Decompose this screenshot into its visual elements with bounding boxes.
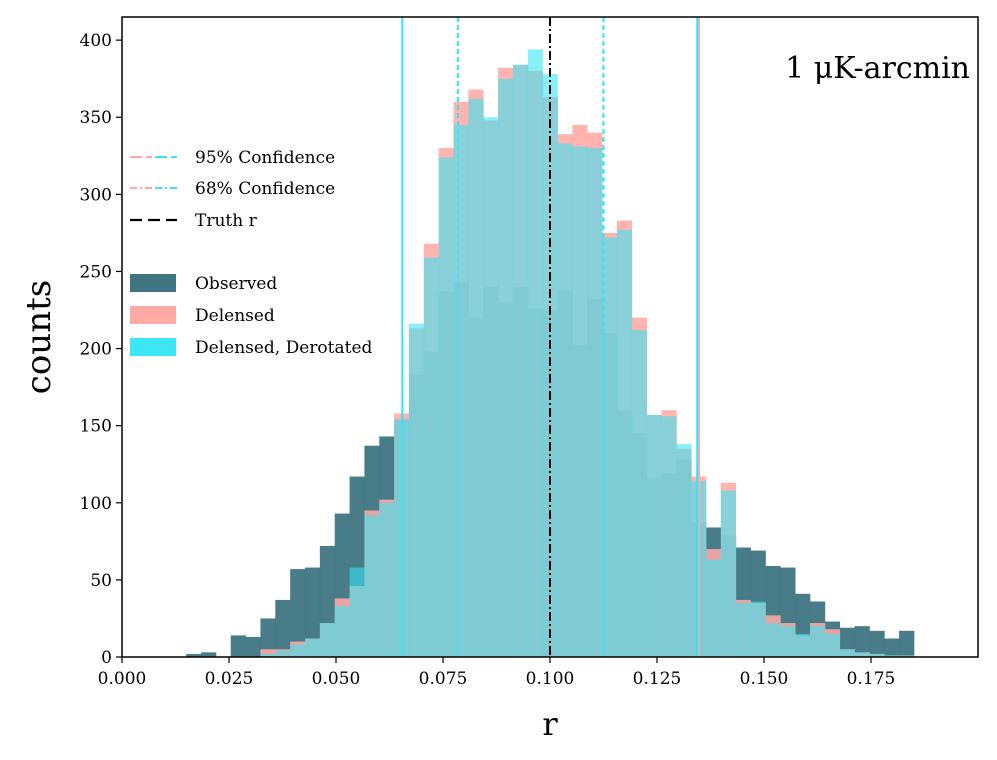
- y-tick-label: 50: [90, 571, 112, 591]
- legend: 95% Confidence 68% Confidence Truth r Obser…: [130, 148, 373, 358]
- delensed-derotated-bar: [869, 653, 885, 657]
- delensed-derotated-bar: [884, 655, 900, 657]
- observed-bar: [899, 630, 915, 657]
- observed-bar: [230, 635, 247, 657]
- delensed-derotated-bar: [483, 117, 499, 657]
- x-tick-label: 0.025: [205, 669, 254, 689]
- observed-bar: [260, 618, 276, 657]
- x-axis-label: r: [542, 705, 558, 743]
- delensed-derotated-bar: [349, 567, 365, 657]
- legend-label-delensed: Delensed: [195, 306, 275, 326]
- observed-bar: [245, 636, 261, 657]
- delensed-derotated-bar: [275, 650, 291, 657]
- y-tick-label: 200: [80, 340, 112, 360]
- legend-label-truth-r: Truth r: [195, 211, 258, 231]
- delensed-derotated-bar: [839, 649, 855, 657]
- confidence-lines-group: [401, 17, 700, 657]
- delensed-derotated-bar: [824, 633, 841, 657]
- observed-bar: [854, 626, 870, 657]
- delensed-derotated-bar: [408, 323, 425, 657]
- delensed-derotated-bar: [438, 157, 454, 658]
- delensed-derotated-bar: [602, 237, 618, 657]
- y-tick-label: 300: [80, 185, 112, 205]
- y-tick-label: 350: [80, 108, 112, 128]
- delensed-derotated-bar: [795, 633, 811, 657]
- delensed-derotated-bar: [631, 330, 647, 657]
- delensed-derotated-bar: [780, 626, 796, 657]
- legend-label-68-confidence: 68% Confidence: [195, 179, 335, 199]
- y-axis-label: counts: [19, 280, 59, 394]
- observed-bar: [305, 567, 321, 657]
- delensed-derotated-bar: [498, 78, 514, 657]
- observed-bar: [290, 569, 306, 657]
- x-tick-label: 0.100: [526, 669, 575, 689]
- delensed-derotated-bar: [453, 124, 469, 658]
- x-tick-label: 0.000: [98, 669, 147, 689]
- delensed-derotated-bar: [557, 143, 573, 657]
- delensed-derotated-bar: [572, 146, 588, 657]
- noise-level-annotation: 1 μK-arcmin: [785, 51, 970, 86]
- delensed-derotated-bar: [750, 601, 766, 657]
- legend-label-delensed-derotated: Delensed, Derotated: [195, 338, 373, 358]
- observed-bar: [884, 638, 900, 657]
- y-ticks: 0 50 100 150 200 250 300 350 400: [80, 31, 122, 668]
- y-tick-label: 400: [80, 31, 112, 51]
- observed-bar: [201, 652, 217, 657]
- x-tick-label: 0.150: [740, 669, 789, 689]
- legend-swatch-delensed-derotated: [130, 338, 176, 356]
- delensed-derotated-bar: [899, 655, 915, 657]
- delensed-derotated-bar: [305, 638, 321, 657]
- delensed-derotated-bar: [527, 49, 544, 657]
- delensed-derotated-bar: [661, 416, 677, 657]
- x-tick-label: 0.050: [312, 669, 361, 689]
- delensed-derotated-bar: [735, 603, 751, 657]
- y-tick-label: 100: [80, 494, 112, 514]
- x-tick-label: 0.125: [633, 669, 682, 689]
- delensed-derotated-bar: [706, 559, 722, 657]
- delensed-derotated-bar: [676, 444, 692, 657]
- delensed-derotated-bar: [364, 515, 380, 657]
- delensed-bar: [260, 649, 276, 657]
- y-tick-label: 0: [101, 648, 112, 668]
- observed-bar: [869, 630, 885, 657]
- delensed-derotated-bar: [334, 606, 350, 657]
- delensed-derotated-bar: [379, 502, 395, 657]
- y-tick-label: 250: [80, 262, 112, 282]
- delensed-derotated-bar: [720, 490, 737, 657]
- delensed-derotated-bar: [854, 652, 870, 657]
- delensed-derotated-bar: [765, 623, 781, 657]
- legend-label-observed: Observed: [195, 274, 277, 294]
- legend-swatch-delensed: [130, 306, 176, 324]
- delensed-derotated-bar: [468, 98, 484, 658]
- delensed-derotated-bar: [290, 644, 306, 657]
- observed-bar: [186, 653, 202, 657]
- delensed-derotated-bar: [260, 653, 276, 657]
- legend-label-95-confidence: 95% Confidence: [195, 148, 335, 168]
- delensed-derotated-bar: [423, 257, 440, 657]
- delensed-derotated-bar: [512, 64, 529, 657]
- delensed-derotated-bar: [319, 623, 336, 657]
- observed-bar: [275, 599, 291, 657]
- x-tick-label: 0.175: [847, 669, 896, 689]
- x-tick-label: 0.075: [419, 669, 468, 689]
- delensed-derotated-bar: [616, 229, 633, 657]
- x-ticks: 0.000 0.025 0.050 0.075 0.100 0.125 0.150 0.175: [98, 657, 896, 689]
- y-tick-label: 150: [80, 417, 112, 437]
- legend-swatch-observed: [130, 274, 176, 292]
- delensed-derotated-bar: [587, 148, 603, 657]
- delensed-derotated-bar: [809, 626, 826, 657]
- delensed-derotated-bar: [646, 414, 662, 657]
